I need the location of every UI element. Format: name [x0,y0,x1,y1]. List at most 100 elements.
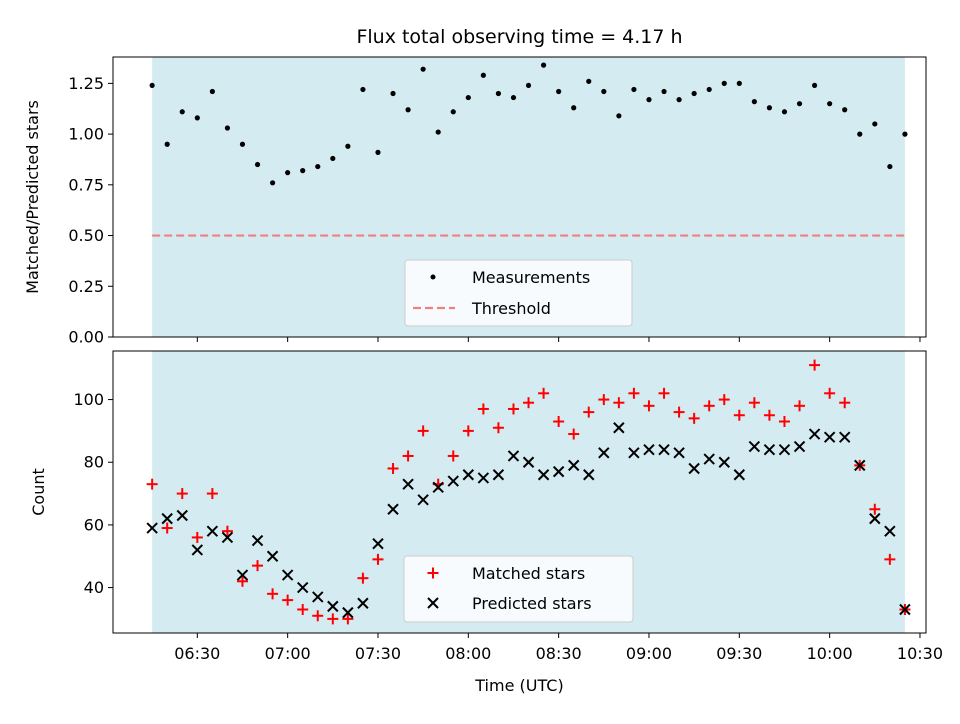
matched-star-point [161,522,173,534]
measurement-point [736,80,742,86]
x-tick-label: 10:00 [807,644,853,663]
x-tick-label: 09:00 [626,644,672,663]
predicted-star-point [327,600,339,613]
measurement-point [827,101,833,107]
x-stroke [763,443,776,456]
bottom-legend-box [403,555,634,623]
predicted-star-point [477,472,490,484]
measurement-point [405,107,411,113]
predicted-star-point [462,469,475,481]
top-legend: Measurements Threshold [404,259,633,327]
matched-star-point [477,403,489,415]
x-stroke [447,475,459,487]
legend-threshold-label: Threshold [471,299,551,318]
measurement-point [194,115,200,121]
predicted-star-point [658,443,670,456]
measurement-point [706,86,712,93]
x-tick-label: 09:30 [716,644,762,663]
bottom-y-axis-label: Count [29,468,48,516]
measurement-point [857,131,863,137]
predicted-star-point [778,443,791,456]
x-stroke [823,431,836,443]
measurement-point [254,161,261,168]
matched-star-point [252,560,264,572]
y-tick-label: 0.00 [68,328,104,347]
x-tick-label: 08:00 [445,644,491,663]
x-stroke [793,440,806,453]
x-stroke [281,569,294,581]
x-stroke [613,422,625,434]
x-stroke [899,603,911,616]
x-stroke [522,456,535,468]
measurement-point [766,105,773,111]
predicted-star-point [703,453,715,465]
matched-star-point [297,604,309,615]
measurement-point [887,163,893,170]
matched-star-point [839,397,851,409]
measurement-point [556,88,562,95]
matched-star-point [523,397,535,409]
x-axis-label: Time (UTC) [474,676,563,695]
x-stroke [462,469,475,481]
legend-predicted-marker [427,597,439,609]
measurement-point [465,94,471,101]
x-stroke [312,591,324,603]
matched-star-point [462,425,474,437]
matched-star-point [613,397,625,409]
measurement-point [842,107,848,113]
bottom-x-ticks: 06:30 07:00 07:30 08:00 08:30 09:00 09:30 10:00… [174,633,943,663]
x-stroke [432,481,444,494]
matched-star-point [568,428,580,440]
predicted-star-point [583,469,595,481]
measurement-point [676,97,682,103]
y-tick-label: 0.25 [68,277,104,296]
x-stroke [838,431,851,443]
predicted-star-point [673,447,685,459]
matched-star-point [282,594,294,606]
measurement-point [510,94,517,101]
bottom-axes-frame [112,350,927,634]
matched-star-point [583,406,595,418]
matched-star-point [267,588,279,600]
legend-plus-glyph [427,567,439,579]
matched-star-point [658,387,670,399]
matched-star-point [824,387,836,399]
measurement-point [480,72,486,78]
predicted-star-point [552,465,565,478]
x-stroke [869,512,881,525]
x-stroke [327,600,339,613]
measurement-point [420,66,426,72]
measurement-point [164,141,170,147]
bottom-legend: Matched stars Predicted stars [403,555,634,623]
matched-star-point [673,406,685,418]
predicted-star-point [869,512,881,525]
top-x-ticks [196,337,921,342]
y-tick-label: 0.75 [68,175,104,194]
matched-star-point [146,478,158,490]
measurement-point [646,97,652,103]
legend-predicted-label: Predicted stars [472,594,592,613]
legend-measurements-marker [430,274,436,280]
predicted-star-point [643,443,655,456]
matched-star-point [688,412,700,424]
matched-star-point [492,422,504,434]
predicted-star-point [567,459,580,472]
measurement-point [300,168,306,174]
measurement-point [285,170,291,176]
predicted-star-point [221,531,234,544]
matched-star-point [342,613,354,625]
matched-star-point [628,387,640,399]
x-stroke [296,581,309,594]
predicted-star-point [899,603,911,616]
measurement-point [691,90,697,97]
matched-star-point [372,553,384,565]
y-tick-label: 100 [73,390,104,409]
predicted-star-point [417,494,429,506]
x-stroke [161,512,173,525]
x-stroke [884,525,896,537]
predicted-star-point [206,525,219,537]
x-stroke [673,447,685,459]
x-stroke [402,478,414,490]
predicted-star-point [387,503,399,515]
predicted-star-point [161,512,173,525]
